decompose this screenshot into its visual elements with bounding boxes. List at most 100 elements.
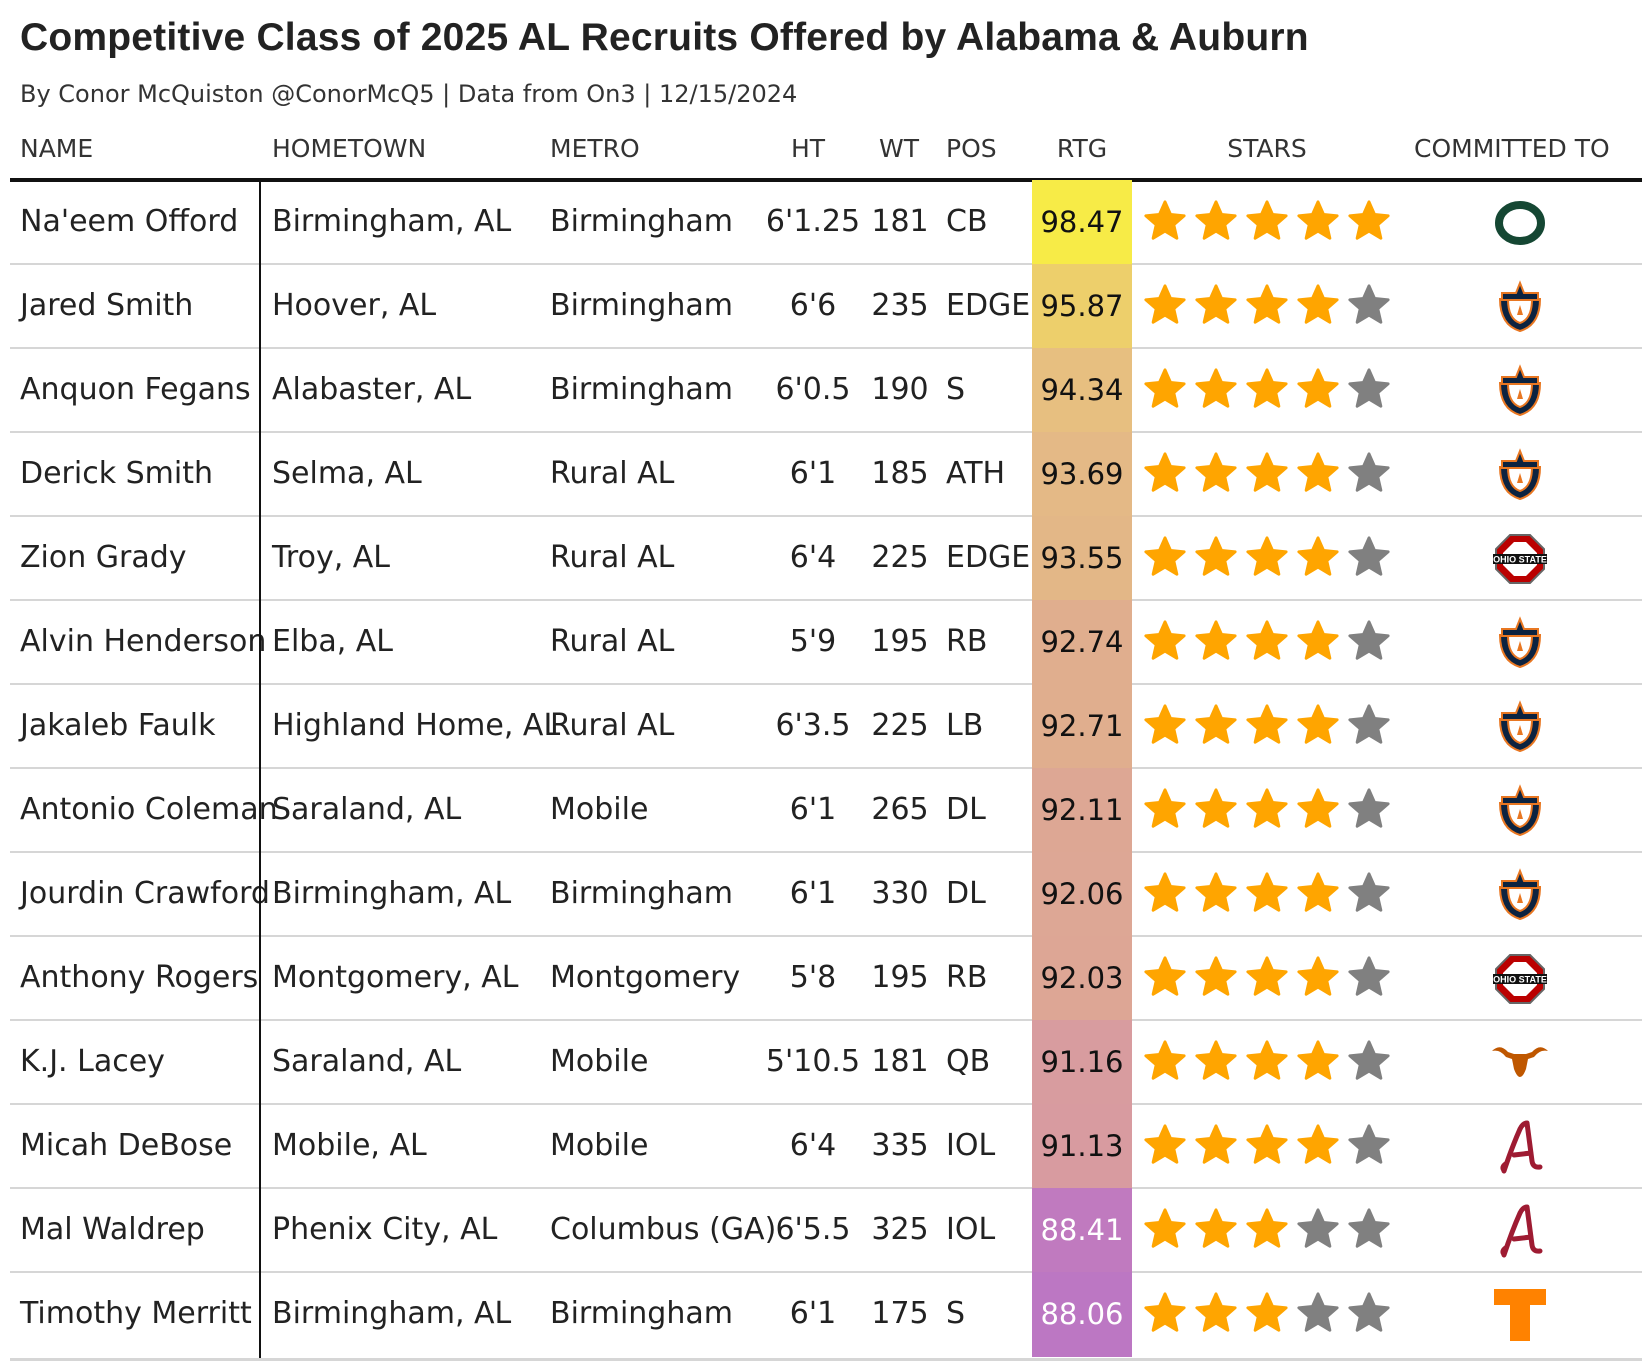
star-empty-icon [1297,1208,1339,1248]
player-height: 6'1 [789,456,837,491]
star-empty-icon [1348,788,1390,828]
header-ht: HT [790,134,826,163]
star-filled-icon [1144,368,1186,408]
player-position: RB [946,960,988,995]
player-name: Jakaleb Faulk [20,708,216,743]
star-rating [1142,366,1397,414]
table-row: Mal Waldrep Phenix City, AL Columbus (GA… [10,1188,1642,1273]
table-row: Jourdin Crawford Birmingham, AL Birmingh… [10,852,1642,937]
player-position: DL [946,876,986,911]
player-hometown: Birmingham, AL [272,1296,512,1331]
player-hometown: Selma, AL [272,456,422,491]
star-filled-icon [1144,956,1186,996]
star-filled-icon [1297,1040,1339,1080]
player-name: K.J. Lacey [20,1044,165,1079]
player-metro: Birmingham [550,1296,733,1331]
player-weight: 335 [871,1128,929,1163]
player-weight: 195 [871,960,929,995]
star-filled-icon [1144,284,1186,324]
auburn-logo [1490,445,1550,505]
player-name: Mal Waldrep [20,1212,205,1247]
star-filled-icon [1297,704,1339,744]
player-metro: Mobile [550,1128,649,1163]
player-position: EDGE [946,540,1031,575]
player-name: Derick Smith [20,456,214,491]
player-height: 6'0.5 [775,372,851,407]
star-filled-icon [1297,452,1339,492]
player-metro: Mobile [550,792,649,827]
table-bottom-rule [10,1358,1642,1361]
star-filled-icon [1195,1040,1237,1080]
star-rating [1142,702,1397,750]
player-height: 6'1 [789,792,837,827]
player-weight: 185 [871,456,929,491]
player-weight: 235 [871,288,929,323]
star-filled-icon [1246,1124,1288,1164]
table-row: Derick Smith Selma, AL Rural AL 6'1 185 … [10,432,1642,517]
star-rating [1142,618,1397,666]
player-hometown: Phenix City, AL [272,1212,498,1247]
page-title: Competitive Class of 2025 AL Recruits Of… [20,16,1309,59]
player-metro: Rural AL [550,456,675,491]
star-rating [1142,954,1397,1002]
table-row: Na'eem Offord Birmingham, AL Birmingham … [10,180,1642,265]
player-position: QB [946,1044,991,1079]
star-filled-icon [1246,872,1288,912]
player-rating: 92.71 [1032,684,1132,769]
star-rating [1142,450,1397,498]
player-metro: Rural AL [550,624,675,659]
player-position: IOL [946,1128,996,1163]
player-position: EDGE [946,288,1031,323]
player-metro: Birmingham [550,204,733,239]
auburn-logo [1490,865,1550,925]
auburn-logo [1490,613,1550,673]
star-filled-icon [1246,368,1288,408]
star-filled-icon [1144,1292,1186,1332]
player-hometown: Birmingham, AL [272,204,512,239]
player-rating: 92.11 [1032,768,1132,853]
star-rating [1142,1038,1397,1086]
player-position: ATH [946,456,1006,491]
player-metro: Birmingham [550,372,733,407]
star-empty-icon [1348,1208,1390,1248]
player-rating: 92.74 [1032,600,1132,685]
star-empty-icon [1348,1124,1390,1164]
player-name: Micah DeBose [20,1128,233,1163]
player-weight: 175 [871,1296,929,1331]
player-hometown: Elba, AL [272,624,394,659]
ohio-state-logo: OHIO STATE [1490,949,1550,1009]
star-rating [1142,1206,1397,1254]
player-name: Timothy Merritt [20,1296,252,1331]
star-filled-icon [1246,1040,1288,1080]
star-filled-icon [1297,368,1339,408]
star-filled-icon [1246,284,1288,324]
star-filled-icon [1297,200,1339,240]
player-position: LB [946,708,984,743]
star-rating [1142,534,1397,582]
player-hometown: Hoover, AL [272,288,437,323]
byline: By Conor McQuiston @ConorMcQ5 | Data fro… [20,80,798,108]
player-height: 6'3.5 [775,708,851,743]
player-rating: 88.41 [1032,1188,1132,1273]
player-metro: Rural AL [550,708,675,743]
star-filled-icon [1246,536,1288,576]
player-name: Antonio Coleman [20,792,278,827]
header-wt: WT [879,134,919,163]
header-committed: COMMITTED TO [1414,134,1610,163]
table-row: Jakaleb Faulk Highland Home, AL Rural AL… [10,684,1642,769]
player-position: DL [946,792,986,827]
player-height: 5'8 [789,960,837,995]
header-rtg: RTG [1056,134,1108,163]
player-rating: 95.87 [1032,264,1132,349]
star-filled-icon [1144,1208,1186,1248]
table-row: Micah DeBose Mobile, AL Mobile 6'4 335 I… [10,1104,1642,1189]
star-empty-icon [1348,368,1390,408]
star-filled-icon [1144,1040,1186,1080]
star-rating [1142,870,1397,918]
star-filled-icon [1195,956,1237,996]
player-metro: Mobile [550,1044,649,1079]
player-rating: 94.34 [1032,348,1132,433]
star-filled-icon [1195,788,1237,828]
star-empty-icon [1348,452,1390,492]
table-row: Alvin Henderson Elba, AL Rural AL 5'9 19… [10,600,1642,685]
